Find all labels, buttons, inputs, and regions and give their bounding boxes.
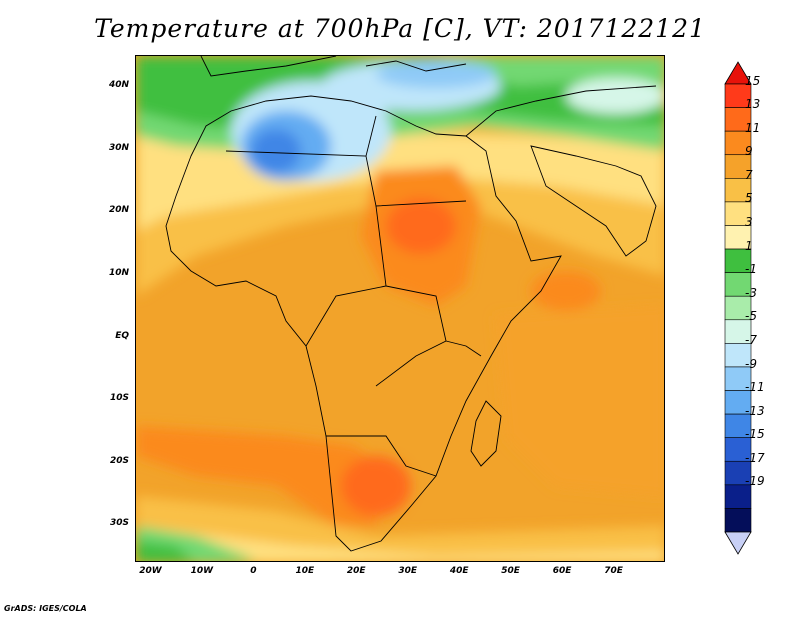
- colorbar-label: -17: [745, 450, 765, 465]
- colorbar-label: 13: [745, 97, 761, 112]
- colorbar-bottom-arrow: [724, 531, 752, 555]
- lon-label: 30E: [398, 566, 418, 576]
- colorbar-label: -3: [745, 285, 757, 300]
- lon-label: 20W: [139, 566, 162, 576]
- colorbar-label: 1: [745, 238, 753, 253]
- lat-label: 30S: [109, 518, 129, 529]
- colorbar-label: -15: [745, 427, 765, 442]
- colorbar-label: 9: [745, 144, 753, 159]
- lon-label: 10W: [190, 566, 214, 576]
- temperature-map: [135, 55, 665, 562]
- colorbar-label: -1: [745, 262, 757, 277]
- lat-label: EQ: [115, 330, 129, 341]
- lon-label: 0: [250, 566, 257, 576]
- colorbar-label: -7: [745, 332, 757, 347]
- map-title: Temperature at 700hPa [C], VT: 201712212…: [94, 14, 706, 43]
- colorbar-label: 15: [745, 73, 761, 88]
- lon-label: 50E: [501, 566, 520, 576]
- grads-credit: GrADS: IGES/COLA: [4, 604, 87, 613]
- colorbar-label: -9: [745, 356, 757, 371]
- colorbar: [724, 61, 752, 555]
- map-svg: [136, 56, 664, 561]
- colorbar-swatch: [724, 508, 752, 533]
- colorbar-label: 3: [745, 215, 753, 230]
- colorbar-label: 11: [745, 120, 761, 135]
- lat-label: 20S: [109, 455, 129, 466]
- colorbar-label: -13: [745, 403, 765, 418]
- lon-label: 10E: [295, 566, 315, 576]
- lon-label: 40E: [449, 566, 469, 576]
- colorbar-label: -11: [745, 380, 765, 395]
- lat-label: 10S: [109, 393, 129, 404]
- lat-label: 10N: [108, 268, 129, 279]
- lon-label: 60E: [552, 566, 572, 576]
- lon-label: 70E: [604, 566, 623, 576]
- colorbar-label: 7: [745, 167, 753, 182]
- lon-label: 20E: [346, 566, 366, 576]
- lat-label: 20N: [108, 205, 129, 216]
- lat-label: 30N: [108, 142, 129, 153]
- colorbar-label: -5: [745, 309, 757, 324]
- colorbar-label: 5: [745, 191, 753, 206]
- coastlines: [165, 56, 657, 552]
- lat-label: 40N: [108, 80, 129, 91]
- colorbar-label: -19: [745, 474, 765, 489]
- temperature-field: [136, 56, 664, 561]
